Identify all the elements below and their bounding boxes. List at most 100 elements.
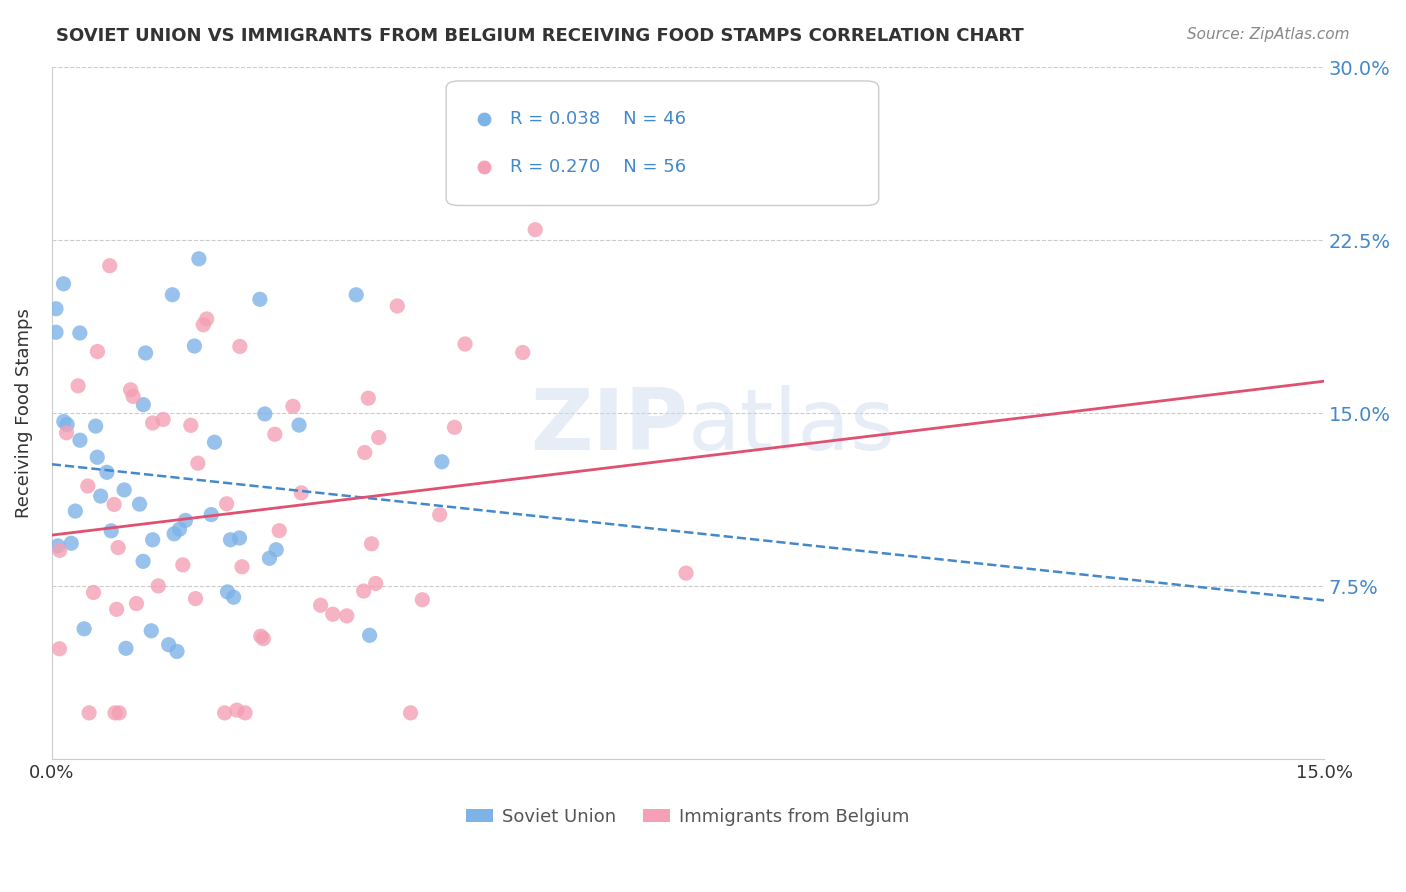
Point [322,607,344,622]
Point [172,558,194,572]
Point [336,608,359,623]
Point [73,622,96,636]
Point [103,497,125,511]
Point [399,706,422,720]
Point [152,412,174,426]
Point [364,576,387,591]
Point [56,417,79,432]
Point [90,489,112,503]
Point [125,597,148,611]
Point [166,644,188,658]
Point [141,624,163,638]
Point [443,420,465,434]
Point [65,504,87,518]
Point [112,483,135,497]
Point [229,339,252,353]
Point [290,486,312,500]
Point [120,383,142,397]
Point [259,551,281,566]
Point [84,419,107,434]
Point [46,539,69,553]
Point [108,706,131,720]
Point [193,318,215,332]
Point [100,524,122,538]
Point [252,632,274,646]
Point [225,703,247,717]
Point [387,299,409,313]
Point [104,706,127,720]
Point [122,389,145,403]
Point [263,427,285,442]
Point [204,435,226,450]
Point [115,641,138,656]
Point [169,522,191,536]
Text: R = 0.270    N = 56: R = 0.270 N = 56 [510,159,686,177]
Point [195,312,218,326]
Point [157,638,180,652]
Point [180,418,202,433]
Text: R = 0.038    N = 46: R = 0.038 N = 46 [510,110,686,128]
Point [69,434,91,448]
Point [429,508,451,522]
Point [187,252,209,266]
Point [83,585,105,599]
Point [45,325,67,339]
Point [128,497,150,511]
Point [353,445,375,459]
Point [249,293,271,307]
Point [163,526,186,541]
Text: Source: ZipAtlas.com: Source: ZipAtlas.com [1187,27,1350,42]
Text: SOVIET UNION VS IMMIGRANTS FROM BELGIUM RECEIVING FOOD STAMPS CORRELATION CHART: SOVIET UNION VS IMMIGRANTS FROM BELGIUM … [56,27,1024,45]
Point [69,326,91,340]
Point [184,591,207,606]
Point [253,407,276,421]
Point [142,416,165,430]
Point [135,346,157,360]
Point [183,339,205,353]
Point [60,536,83,550]
Point [454,337,477,351]
Point [430,455,453,469]
Point [233,706,256,720]
Point [132,554,155,568]
Point [411,592,433,607]
Point [269,524,291,538]
Point [67,379,90,393]
Point [48,641,70,656]
Point [524,222,547,236]
Point [142,533,165,547]
Legend: Soviet Union, Immigrants from Belgium: Soviet Union, Immigrants from Belgium [458,800,917,833]
Point [105,602,128,616]
Point [231,559,253,574]
Point [249,629,271,643]
Text: atlas: atlas [688,385,896,468]
Point [48,543,70,558]
Point [353,584,375,599]
Point [214,706,236,720]
Point [288,418,311,433]
Point [86,344,108,359]
Point [222,591,245,605]
Point [132,398,155,412]
Point [367,431,389,445]
Point [52,415,75,429]
Point [357,391,380,405]
Point [96,465,118,479]
Text: ZIP: ZIP [530,385,688,468]
Point [55,425,77,440]
FancyBboxPatch shape [446,81,879,205]
Point [52,277,75,291]
Point [281,400,304,414]
Point [77,706,100,720]
Point [187,456,209,470]
Point [148,579,170,593]
Y-axis label: Receiving Food Stamps: Receiving Food Stamps [15,308,32,518]
Point [86,450,108,465]
Point [264,542,287,557]
Point [215,497,238,511]
Point [360,537,382,551]
Point [107,541,129,555]
Point [200,508,222,522]
Point [217,585,239,599]
Point [675,566,697,581]
